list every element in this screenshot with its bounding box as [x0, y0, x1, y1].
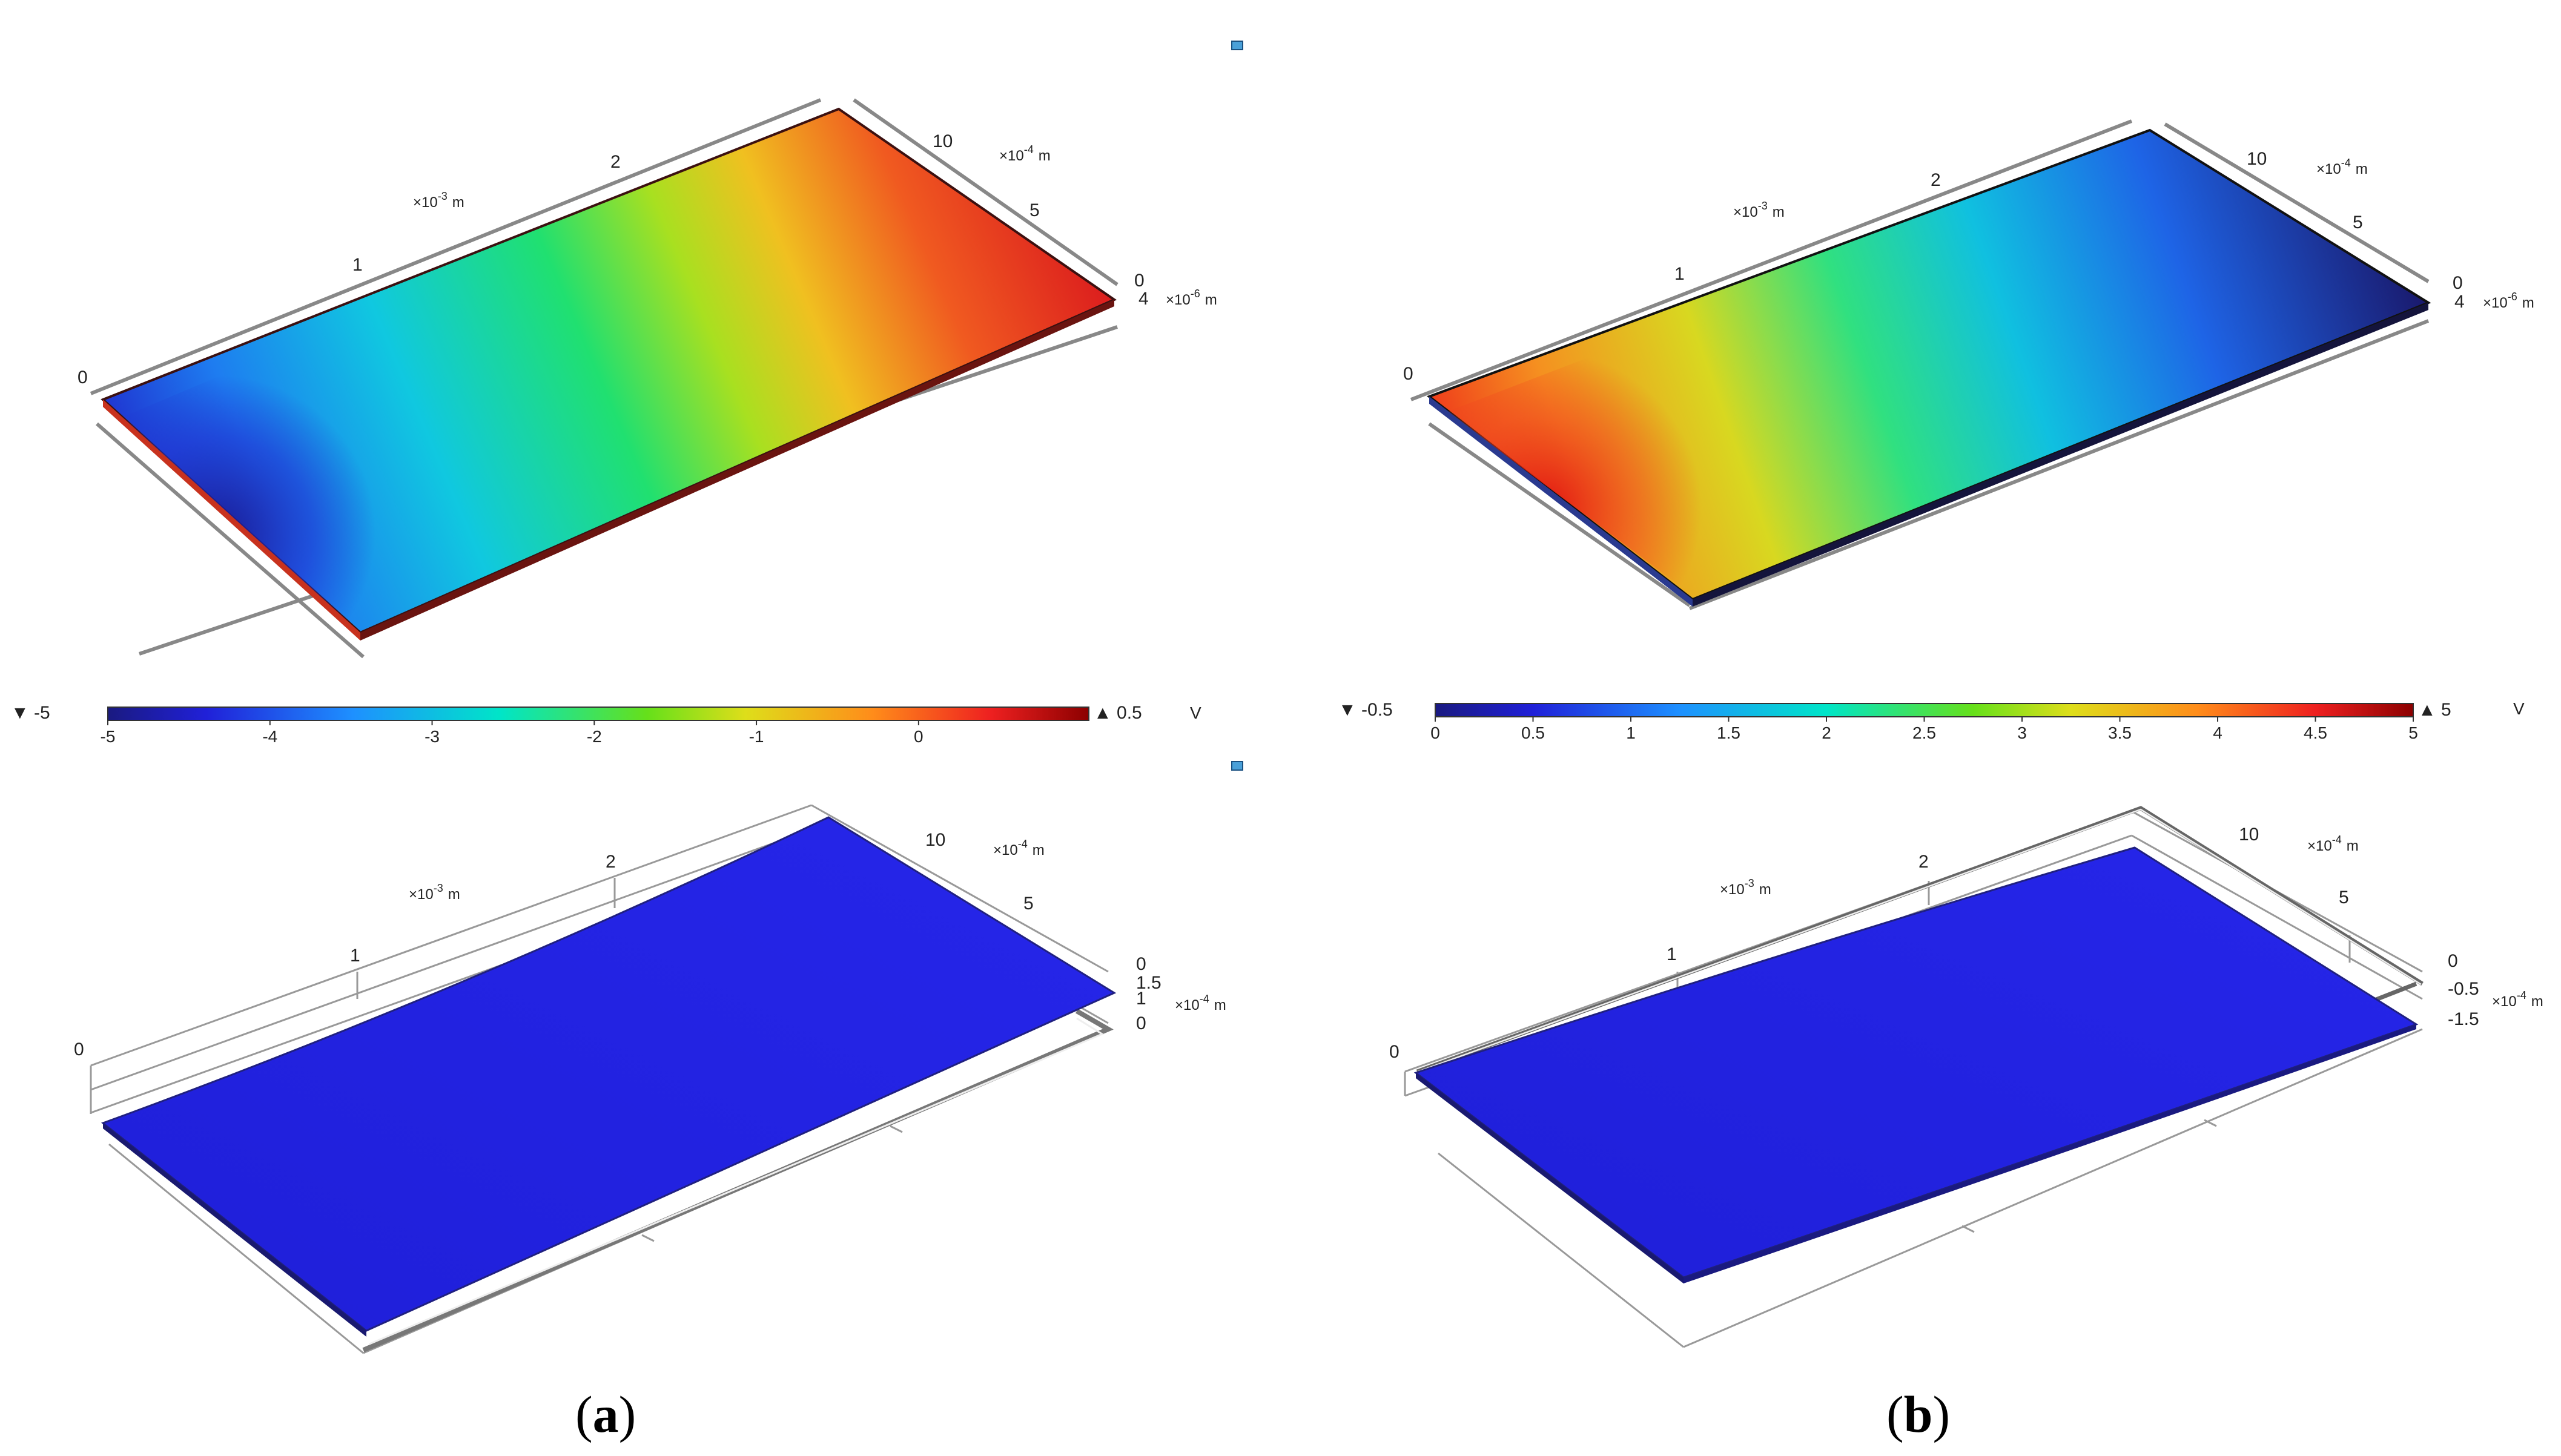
panel-a-displacement-plot: 0 1 2 ×10-3 m 10 5 0 ×10-4 m 1.5 1 0 ×10-4…	[74, 761, 1243, 1354]
panel-b-undeformed-outline-inner	[1418, 808, 2422, 1073]
panel-a-bottom-z-tick-0: 0	[1136, 1013, 1146, 1033]
panel-b-bottom-x-tick-0: 0	[1389, 1042, 1399, 1062]
panel-b-high-potential-region	[1447, 321, 1744, 593]
panel-a-top-y-tick-5: 5	[1029, 200, 1040, 220]
panel-b-plate-front	[1693, 303, 2428, 607]
panel-a-top-x-tick-2: 2	[610, 152, 621, 172]
panel-b-bottom-y-unit: ×10-4 m	[2307, 834, 2359, 854]
panel-b-top-y-unit: ×10-4 m	[2316, 157, 2368, 177]
panel-b-colorbar-tick-label-0: 0	[1430, 723, 1440, 742]
panel-b-potential-plot: 0 1 2 ×10-3 m 10 5 0 ×10-4 m 4 ×10-6 m	[1403, 119, 2534, 610]
panel-a-label: (a)	[575, 1385, 636, 1443]
panel-a-undeformed-outline	[362, 1009, 1114, 1352]
panel-b-colorbar-tick-label-6: 3	[2017, 723, 2027, 742]
panel-b-colorbar-min-marker: ▼ -0.5	[1338, 700, 1393, 720]
panel-a-bottom-z-tick-1.5: 1.5	[1136, 973, 1162, 993]
panel-a-undeformed-outline-inner	[369, 1017, 1105, 1345]
panel-a-bottom-x-tick-0: 0	[74, 1039, 84, 1059]
panel-a-plate-front	[360, 300, 1114, 641]
panel-a-bottom-y-unit: ×10-4 m	[993, 838, 1045, 858]
panel-a-top-y-unit: ×10-4 m	[999, 143, 1051, 164]
panel-b-colorbar-tick-label-8: 4	[2213, 723, 2222, 742]
panel-b-colorbar-tick-label-3: 1.5	[1717, 723, 1740, 742]
panel-b-colorbar-tick-label-10: 5	[2408, 723, 2418, 742]
panel-b-top-y-tick-10: 10	[2247, 149, 2267, 169]
panel-b-top-z-tick: 4	[2454, 292, 2465, 312]
panel-b-bottom-z-tick-neg0.5: -0.5	[2448, 979, 2479, 999]
panel-a-bottom-orientation-icon	[1231, 761, 1243, 771]
panel-a-colorbar-tick-label-1: -4	[262, 727, 277, 746]
panel-b-colorbar-tick-label-1: 0.5	[1521, 723, 1545, 742]
panel-b-label: (b)	[1886, 1385, 1950, 1443]
panel-b-colorbar-tick-label-7: 3.5	[2108, 723, 2132, 742]
panel-b-top-y-tick-0: 0	[2453, 273, 2463, 293]
panel-b-plate-edge	[1429, 397, 1693, 607]
panel-b-top-y-tick-5: 5	[2353, 212, 2363, 232]
panel-a-colorbar-tick-label-2: -3	[425, 727, 440, 746]
panel-a-top-y-tick-10: 10	[933, 131, 953, 151]
panel-b-displacement-plot: 0 1 2 ×10-3 m 10 5 0 ×10-4 m -0.5 -1.5 ×10…	[1389, 806, 2543, 1348]
panel-a-colorbar-ticks: -5 -4 -3 -2 -1 0	[101, 720, 924, 746]
panel-a-bottom-x-tick-2: 2	[606, 852, 616, 872]
panel-a-low-potential-region	[121, 315, 436, 630]
panel-b-deformed-plate-front	[1684, 1024, 2416, 1283]
panel-a-bottom-x-unit: ×10-3 m	[409, 882, 460, 903]
panel-a-plate-edge	[103, 400, 360, 641]
panel-a-potential-plot: 0 1 2 ×10-3 m 10 5 0 ×10-4 m 4 ×10-6 m	[78, 41, 1243, 659]
panel-b-colorbar-tick-label-4: 2	[1822, 723, 1831, 742]
panel-a-colorbar-gradient	[107, 707, 1089, 721]
panel-a-top-x-tick-1: 1	[352, 255, 363, 275]
panel-a-colorbar-min-marker: ▼ -5	[11, 703, 50, 723]
panel-a-top-z-unit: ×10-6 m	[1166, 288, 1217, 308]
panel-a-bottom-x-tick-1: 1	[350, 946, 360, 966]
panel-b-deformed-plate-edge	[1416, 1073, 1684, 1283]
panel-b-top-x-tick-1: 1	[1674, 264, 1685, 284]
panel-b-colorbar-unit: V	[2513, 699, 2525, 718]
panel-a-colorbar-unit: V	[1190, 703, 1201, 722]
panel-b-top-x-tick-0: 0	[1403, 364, 1413, 384]
panel-b-colorbar-tick-label-9: 4.5	[2304, 723, 2327, 742]
panel-b-bottom-x-tick-1: 1	[1667, 944, 1677, 964]
panel-b-bottom-z-unit: ×10-4 m	[2492, 989, 2543, 1010]
panel-b-top-x-unit: ×10-3 m	[1733, 200, 1785, 220]
panel-a-top-y-tick-0: 0	[1134, 271, 1145, 291]
panel-b-top-z-unit: ×10-6 m	[2483, 291, 2534, 311]
panel-a-colorbar-max-marker: ▲ 0.5	[1094, 703, 1142, 723]
panel-a-top-x-unit: ×10-3 m	[413, 190, 464, 211]
panel-b-colorbar-tick-label-2: 1	[1626, 723, 1636, 742]
panel-b-colorbar: ▼ -0.5 ▲ 5 V 0 0.5 1 1.5 2 2.5 3 3.5 4 4.5 5	[1338, 699, 2525, 742]
panel-b-top-axes	[1410, 119, 2430, 610]
panel-a-colorbar-tick-label-4: -1	[749, 727, 764, 746]
panel-b-colorbar-ticks: 0 0.5 1 1.5 2 2.5 3 3.5 4 4.5 5	[1430, 717, 2418, 742]
panel-a-bottom-y-tick-10: 10	[925, 830, 945, 850]
panel-b-bottom-y-tick-10: 10	[2239, 825, 2259, 845]
panel-a-colorbar-tick-label-5: 0	[914, 727, 924, 746]
panel-b-colorbar-max-marker: ▲ 5	[2418, 700, 2451, 720]
panel-b-bottom-y-tick-0: 0	[2448, 951, 2458, 971]
panel-a-colorbar-tick-label-3: -2	[587, 727, 602, 746]
panel-a-top-z-tick: 4	[1138, 289, 1149, 309]
panel-b-colorbar-gradient	[1435, 703, 2414, 717]
panel-a-bottom-z-unit: ×10-4 m	[1175, 993, 1226, 1013]
panel-b-bottom-y-tick-5: 5	[2339, 888, 2349, 908]
panel-a-deformed-plate	[101, 816, 1117, 1332]
panel-b-bottom-x-tick-2: 2	[1918, 852, 1929, 872]
panel-b-bottom-x-unit: ×10-3 m	[1720, 877, 1771, 898]
panel-a-axis-orientation-icon	[1231, 41, 1243, 50]
panel-a-bottom-z-tick-1: 1	[1136, 989, 1146, 1009]
panel-a-colorbar: ▼ -5 ▲ 0.5 V -5 -4 -3 -2 -1 0	[11, 703, 1201, 746]
panel-a-bottom-y-tick-5: 5	[1023, 894, 1034, 914]
panel-b-bottom-z-tick-neg1.5: -1.5	[2448, 1009, 2479, 1029]
panel-a-top-x-tick-0: 0	[78, 367, 88, 387]
panel-a-colorbar-tick-label-0: -5	[101, 727, 116, 746]
panel-a-bottom-y-tick-0: 0	[1136, 954, 1146, 974]
panel-b-colorbar-tick-label-5: 2.5	[1912, 723, 1936, 742]
panel-a-deformed-plate-edge	[103, 1123, 366, 1337]
panel-b-top-x-tick-2: 2	[1931, 170, 1941, 190]
